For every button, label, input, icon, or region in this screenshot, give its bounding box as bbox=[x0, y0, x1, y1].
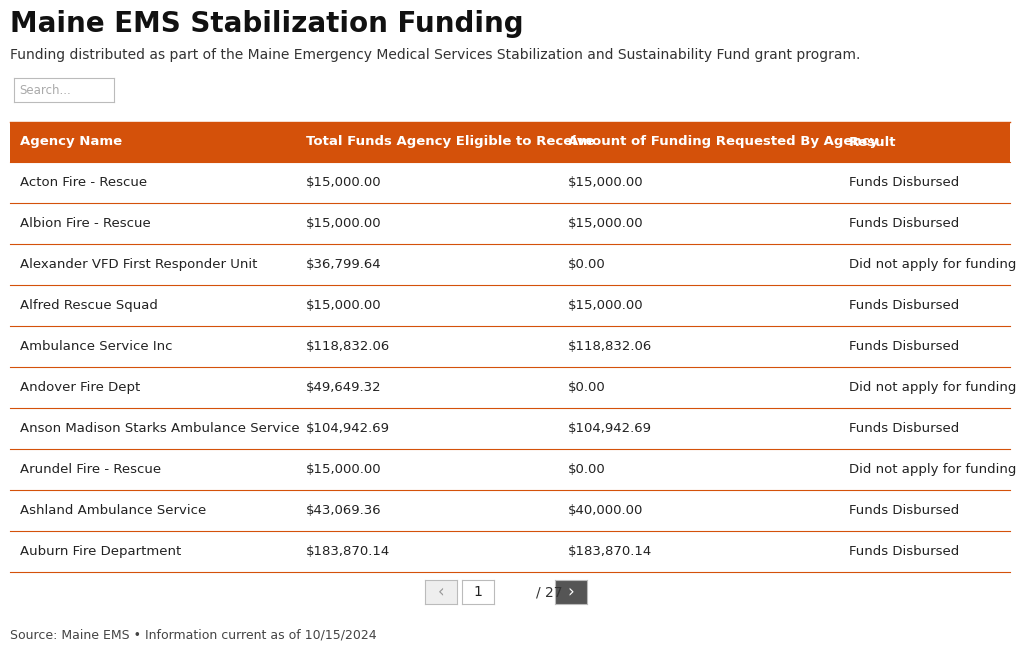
Text: Source: Maine EMS • Information current as of 10/15/2024: Source: Maine EMS • Information current … bbox=[10, 628, 376, 642]
Text: Did not apply for funding: Did not apply for funding bbox=[848, 463, 1015, 476]
Text: Search...: Search... bbox=[19, 84, 70, 97]
Text: Auburn Fire Department: Auburn Fire Department bbox=[20, 545, 181, 558]
Text: Did not apply for funding: Did not apply for funding bbox=[848, 258, 1015, 271]
Text: Ambulance Service Inc: Ambulance Service Inc bbox=[20, 340, 172, 353]
Text: $15,000.00: $15,000.00 bbox=[306, 299, 381, 312]
Text: $118,832.06: $118,832.06 bbox=[568, 340, 651, 353]
Text: $183,870.14: $183,870.14 bbox=[306, 545, 390, 558]
Text: 1: 1 bbox=[473, 585, 482, 599]
Text: $0.00: $0.00 bbox=[568, 258, 605, 271]
Text: $15,000.00: $15,000.00 bbox=[568, 176, 643, 189]
Text: Arundel Fire - Rescue: Arundel Fire - Rescue bbox=[20, 463, 161, 476]
Text: Funds Disbursed: Funds Disbursed bbox=[848, 422, 958, 435]
Text: $104,942.69: $104,942.69 bbox=[568, 422, 651, 435]
Text: Result: Result bbox=[848, 136, 896, 149]
Text: Agency Name: Agency Name bbox=[20, 136, 122, 149]
Text: / 27: / 27 bbox=[535, 585, 561, 599]
Text: Anson Madison Starks Ambulance Service: Anson Madison Starks Ambulance Service bbox=[20, 422, 300, 435]
Text: ›: › bbox=[567, 583, 574, 601]
Text: $36,799.64: $36,799.64 bbox=[306, 258, 381, 271]
Text: Funds Disbursed: Funds Disbursed bbox=[848, 176, 958, 189]
Text: Funds Disbursed: Funds Disbursed bbox=[848, 504, 958, 517]
Text: Total Funds Agency Eligible to Receive: Total Funds Agency Eligible to Receive bbox=[306, 136, 594, 149]
Text: $0.00: $0.00 bbox=[568, 381, 605, 394]
Text: $0.00: $0.00 bbox=[568, 463, 605, 476]
Text: $15,000.00: $15,000.00 bbox=[306, 176, 381, 189]
Text: Amount of Funding Requested By Agency: Amount of Funding Requested By Agency bbox=[568, 136, 877, 149]
Text: $118,832.06: $118,832.06 bbox=[306, 340, 390, 353]
Text: $40,000.00: $40,000.00 bbox=[568, 504, 643, 517]
Text: Funds Disbursed: Funds Disbursed bbox=[848, 340, 958, 353]
Text: $43,069.36: $43,069.36 bbox=[306, 504, 381, 517]
Text: ‹: ‹ bbox=[437, 583, 444, 601]
Text: Funds Disbursed: Funds Disbursed bbox=[848, 299, 958, 312]
Text: Maine EMS Stabilization Funding: Maine EMS Stabilization Funding bbox=[10, 10, 523, 38]
Text: $15,000.00: $15,000.00 bbox=[568, 299, 643, 312]
Text: Albion Fire - Rescue: Albion Fire - Rescue bbox=[20, 217, 151, 230]
Text: $15,000.00: $15,000.00 bbox=[568, 217, 643, 230]
Text: Alexander VFD First Responder Unit: Alexander VFD First Responder Unit bbox=[20, 258, 257, 271]
Text: $49,649.32: $49,649.32 bbox=[306, 381, 381, 394]
Text: $15,000.00: $15,000.00 bbox=[306, 463, 381, 476]
Text: $15,000.00: $15,000.00 bbox=[306, 217, 381, 230]
Text: $183,870.14: $183,870.14 bbox=[568, 545, 651, 558]
Text: Did not apply for funding: Did not apply for funding bbox=[848, 381, 1015, 394]
Text: Alfred Rescue Squad: Alfred Rescue Squad bbox=[20, 299, 158, 312]
Text: Funds Disbursed: Funds Disbursed bbox=[848, 545, 958, 558]
Text: Funding distributed as part of the Maine Emergency Medical Services Stabilizatio: Funding distributed as part of the Maine… bbox=[10, 48, 860, 62]
Text: $104,942.69: $104,942.69 bbox=[306, 422, 389, 435]
Text: Andover Fire Dept: Andover Fire Dept bbox=[20, 381, 141, 394]
Text: Acton Fire - Rescue: Acton Fire - Rescue bbox=[20, 176, 147, 189]
Text: Ashland Ambulance Service: Ashland Ambulance Service bbox=[20, 504, 206, 517]
Text: Funds Disbursed: Funds Disbursed bbox=[848, 217, 958, 230]
